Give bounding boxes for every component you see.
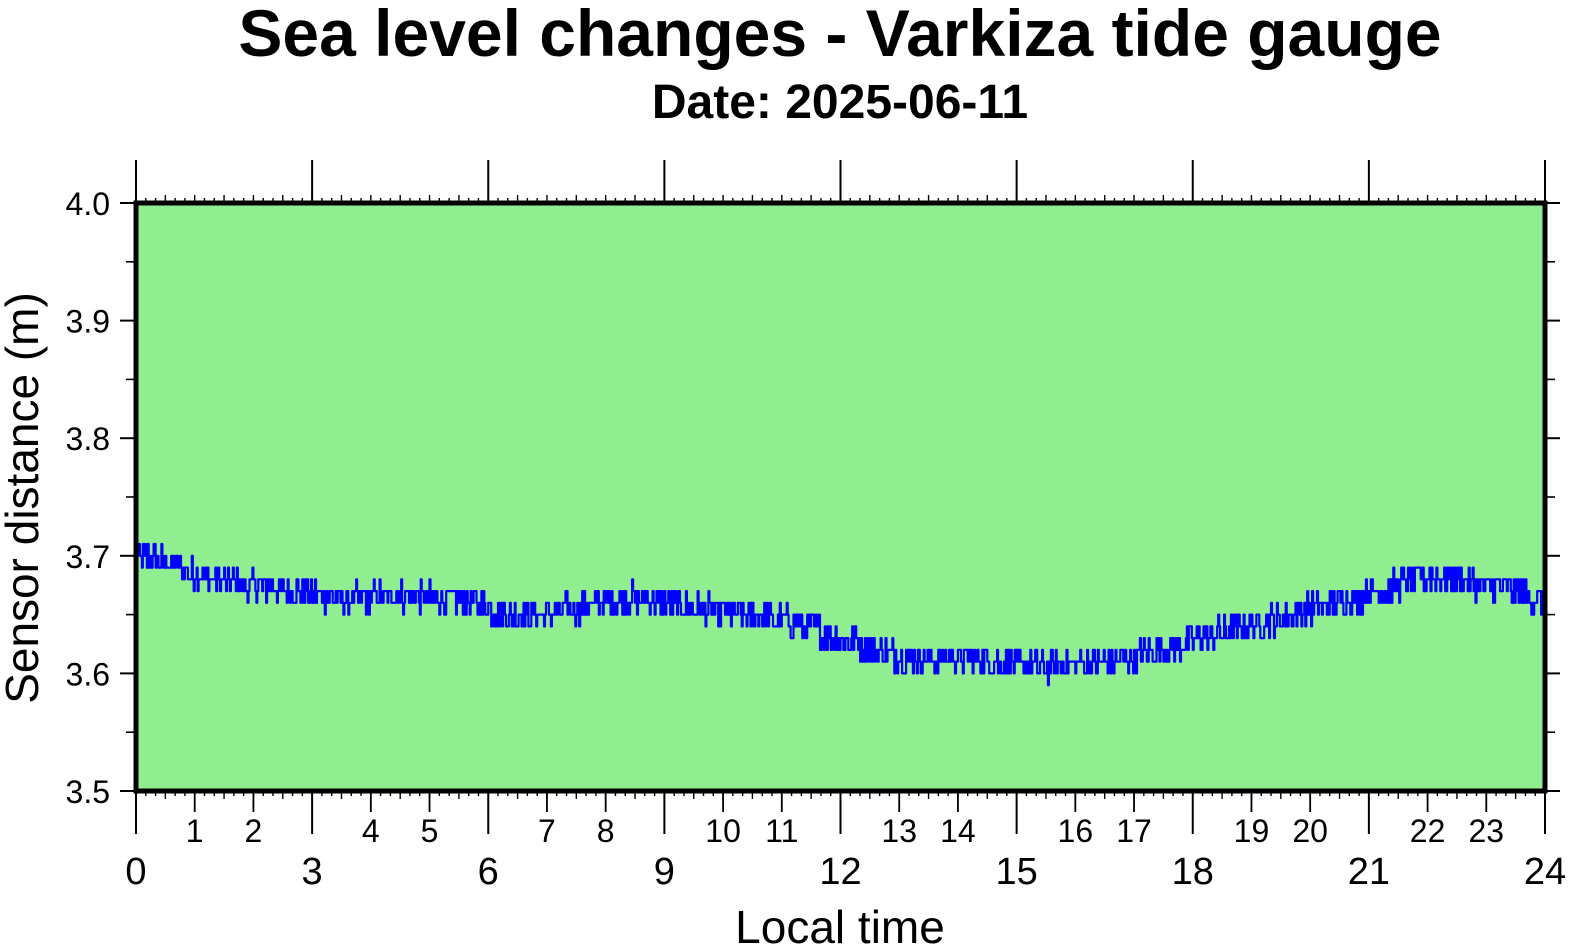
y-axis-label: Sensor distance (m) xyxy=(0,292,48,704)
x-minor-tick-label: 19 xyxy=(1234,813,1270,849)
y-tick-label: 3.8 xyxy=(66,421,110,457)
x-minor-tick-label: 2 xyxy=(245,813,263,849)
x-minor-tick-label: 14 xyxy=(940,813,976,849)
x-axis-label: Local time xyxy=(735,901,945,950)
x-minor-tick-label: 10 xyxy=(705,813,741,849)
chart-subtitle: Date: 2025-06-11 xyxy=(652,76,1028,129)
y-tick-label: 3.9 xyxy=(66,304,110,340)
x-axis: 0 3 6 9 12 15 18 21 241 2 4 5 7 8 10 11 13 14 16 17 19 20 22 23 xyxy=(125,160,1566,893)
x-minor-tick-label: 22 xyxy=(1410,813,1446,849)
plot-area xyxy=(136,203,1545,791)
x-minor-tick-label: 11 xyxy=(765,813,798,849)
x-major-tick-label: 0 xyxy=(125,851,146,893)
x-minor-tick-label: 7 xyxy=(538,813,556,849)
x-major-tick-label: 3 xyxy=(302,851,323,893)
x-major-tick-label: 21 xyxy=(1348,851,1390,893)
y-tick-label: 4.0 xyxy=(66,186,110,222)
x-minor-tick-label: 23 xyxy=(1468,813,1504,849)
y-tick-label: 3.6 xyxy=(66,656,110,692)
x-major-tick-label: 6 xyxy=(478,851,499,893)
x-minor-tick-label: 17 xyxy=(1116,813,1152,849)
x-minor-tick-label: 16 xyxy=(1058,813,1094,849)
x-major-tick-label: 15 xyxy=(995,851,1037,893)
chart-title: Sea level changes - Varkiza tide gauge xyxy=(238,0,1441,70)
sea-level-series-line xyxy=(135,542,1546,687)
x-major-tick-label: 24 xyxy=(1524,851,1566,893)
y-tick-label: 3.7 xyxy=(66,539,110,575)
x-minor-tick-label: 13 xyxy=(881,813,917,849)
x-minor-tick-label: 20 xyxy=(1292,813,1328,849)
x-major-tick-label: 9 xyxy=(654,851,675,893)
y-axis: 3.5 3.6 3.7 3.8 3.9 4.0 xyxy=(66,186,1560,810)
x-minor-tick-label: 8 xyxy=(597,813,615,849)
plot-frame xyxy=(133,200,1548,794)
x-minor-tick-label: 1 xyxy=(186,813,204,849)
y-tick-label: 3.5 xyxy=(66,774,110,810)
x-minor-tick-label: 4 xyxy=(362,813,380,849)
x-major-tick-label: 12 xyxy=(819,851,861,893)
x-minor-tick-label: 5 xyxy=(421,813,439,849)
x-major-tick-label: 18 xyxy=(1172,851,1214,893)
